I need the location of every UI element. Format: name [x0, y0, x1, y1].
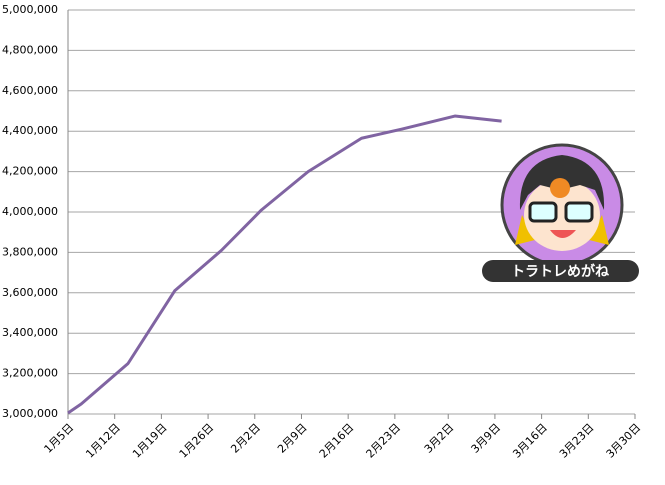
logo-mouth	[550, 230, 576, 238]
logo-glass-left	[528, 201, 558, 223]
y-tick-label: 3,800,000	[2, 245, 58, 258]
logo: トラトレめがね	[482, 143, 639, 282]
logo-text: トラトレめがね	[511, 263, 609, 280]
x-tick-label: 2月23日	[364, 421, 404, 461]
x-tick-label: 3月23日	[557, 421, 597, 461]
y-tick-label: 3,200,000	[2, 367, 58, 380]
x-tick-label: 3月16日	[510, 421, 550, 461]
x-tick-label: 2月9日	[275, 421, 310, 456]
x-tick-label: 1月5日	[42, 421, 77, 456]
y-tick-label: 3,000,000	[2, 407, 58, 420]
logo-glass-right	[564, 201, 594, 223]
logo-tiger	[550, 178, 570, 198]
y-tick-label: 4,400,000	[2, 124, 58, 137]
y-tick-label: 4,600,000	[2, 84, 58, 97]
y-tick-label: 5,000,000	[2, 3, 58, 16]
x-tick-label: 2月2日	[228, 421, 263, 456]
y-tick-label: 4,000,000	[2, 205, 58, 218]
y-tick-label: 3,600,000	[2, 286, 58, 299]
x-tick-label: 2月16日	[317, 421, 357, 461]
logo-badge	[482, 260, 639, 282]
y-tick-label: 4,800,000	[2, 43, 58, 56]
y-tick-label: 4,200,000	[2, 165, 58, 178]
logo-hair-tips	[515, 215, 609, 245]
y-tick-label: 3,400,000	[2, 326, 58, 339]
x-tick-label: 1月26日	[177, 421, 217, 461]
x-tick-label: 3月2日	[422, 421, 457, 456]
x-tick-label: 3月9日	[469, 421, 504, 456]
x-tick-label: 1月12日	[83, 421, 123, 461]
line	[67, 114, 502, 415]
x-tick-label: 1月19日	[130, 421, 170, 461]
x-tick-label: 3月30日	[604, 421, 644, 461]
logo-face	[524, 179, 600, 251]
